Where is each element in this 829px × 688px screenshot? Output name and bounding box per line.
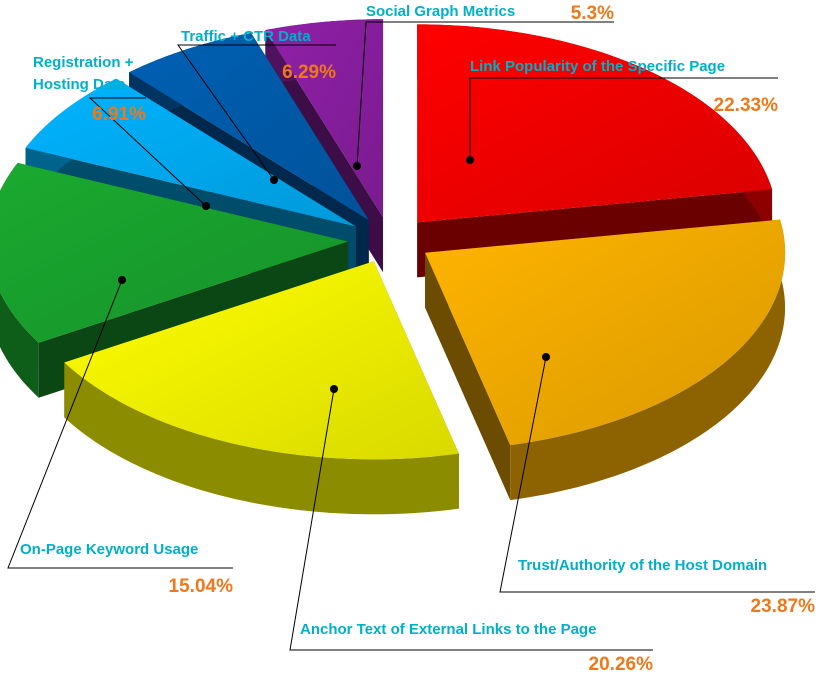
slice-label-registration-hosting-line2: Hosting Data [33, 76, 126, 93]
slice-label-trust-authority: Trust/Authority of the Host Domain [518, 557, 767, 574]
slice-label-registration-hosting: Registration + Hosting Data [33, 54, 138, 93]
pie-slice-top-link-popularity [417, 24, 773, 223]
pie-slice-side-trust-authority-1 [425, 252, 511, 501]
slice-value-on-page-keyword: 15.04% [169, 576, 234, 597]
leader-line-trust-authority [499, 356, 815, 593]
slice-label-social-graph: Social Graph Metrics [366, 3, 515, 20]
leader-dot-registration-hosting [202, 202, 210, 210]
slice-label-traffic-ctr: Traffic + CTR Data [181, 28, 311, 45]
leader-dot-link-popularity [466, 156, 474, 164]
leader-line-social-graph [356, 21, 614, 167]
slice-value-link-popularity: 22.33% [714, 95, 779, 116]
slice-value-trust-authority: 23.87% [751, 596, 816, 617]
slice-label-on-page-keyword: On-Page Keyword Usage [20, 541, 198, 558]
slice-value-social-graph: 5.3% [571, 3, 614, 24]
pie-slice-trust-authority [425, 219, 786, 501]
slice-value-traffic-ctr: 6.29% [282, 62, 336, 83]
leader-dot-on-page-keyword [118, 276, 126, 284]
leader-dot-trust-authority [542, 353, 550, 361]
pie-slice-rim-anchor-text [64, 362, 459, 515]
pie-slice-rim-trust-authority [510, 219, 786, 501]
slice-label-link-popularity: Link Popularity of the Specific Page [470, 58, 725, 75]
pie-slice-anchor-text [64, 261, 459, 515]
slice-value-registration-hosting: 6.91% [92, 104, 146, 125]
leader-line-registration-hosting [88, 97, 207, 207]
slice-label-registration-hosting-line1: Registration + [33, 54, 134, 71]
leader-dot-anchor-text [330, 385, 338, 393]
pie-slice-top-registration-hosting [25, 78, 356, 227]
leader-line-on-page-keyword [7, 279, 233, 569]
leader-line-link-popularity [469, 77, 778, 160]
slice-label-anchor-text: Anchor Text of External Links to the Pag… [300, 621, 596, 638]
pie-slice-top-anchor-text [64, 261, 459, 460]
slice-value-anchor-text: 20.26% [589, 654, 654, 675]
leader-dot-traffic-ctr [270, 176, 278, 184]
pie-slices [0, 19, 786, 515]
leader-line-traffic-ctr [177, 44, 336, 181]
pie-slice-top-traffic-ctr [129, 32, 369, 221]
leader-dot-social-graph [353, 162, 361, 170]
pie-slice-top-on-page-keyword [0, 162, 349, 343]
leader-lines [7, 21, 815, 651]
leader-line-anchor-text [289, 388, 653, 651]
pie-slice-top-trust-authority [425, 219, 786, 446]
